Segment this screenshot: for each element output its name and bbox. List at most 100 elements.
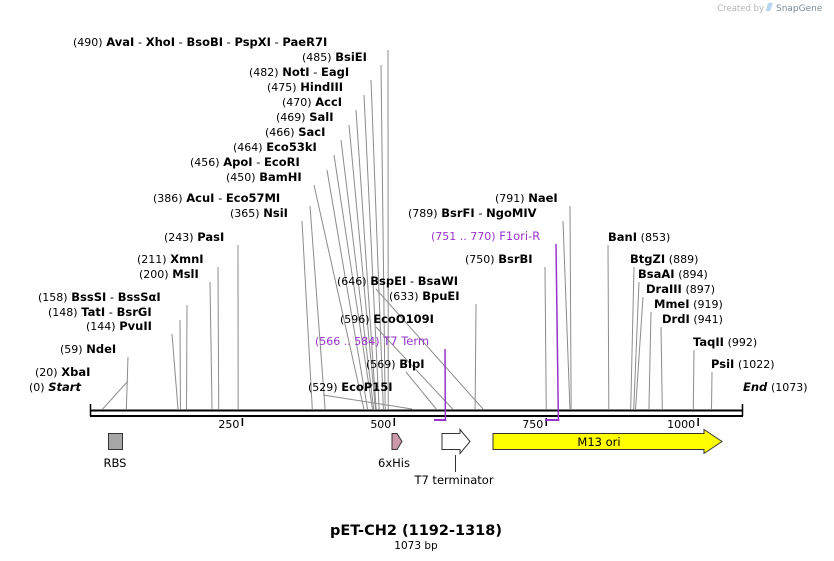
leader-line: [635, 296, 644, 410]
site-position: (894): [678, 268, 708, 281]
site-separator: -: [134, 35, 145, 49]
enzyme-name: NsiI: [263, 206, 288, 220]
site-label: (569) BlpI: [366, 357, 424, 371]
primer-leader: [555, 243, 560, 421]
enzyme-name: BssSI: [71, 290, 106, 304]
primer-name: T7 Term: [382, 334, 429, 348]
enzyme-name: TaqII: [693, 335, 724, 349]
leader-line: [544, 266, 547, 410]
site-label: (456) ApoI - EcoRI: [190, 155, 300, 169]
leader-line: [630, 266, 635, 410]
site-position: (464): [233, 141, 263, 154]
site-position: (596): [340, 313, 370, 326]
enzyme-name: BsaAI: [638, 267, 675, 281]
enzyme-name: HindIII: [300, 80, 343, 94]
enzyme-name: PvuII: [119, 319, 152, 333]
leader-line: [569, 205, 572, 410]
enzyme-name: PspXI: [234, 35, 270, 49]
ruler-tick-label: 250: [218, 418, 239, 431]
end-label: End (1073): [743, 380, 808, 394]
leader-line: [313, 184, 365, 410]
enzyme-name: BsaWI: [418, 274, 458, 288]
enzyme-name: DraIII: [646, 282, 682, 296]
site-label: (158) BssSI - BssSαI: [38, 290, 161, 304]
site-separator: -: [253, 155, 264, 169]
snapgene-logo-icon: [766, 3, 773, 11]
site-position: (469): [276, 111, 306, 124]
primer-label: (566 .. 584) T7 Term: [315, 334, 429, 348]
primer-range: (566 .. 584): [315, 335, 380, 348]
site-label: (646) BspEI - BsaWI: [337, 274, 458, 288]
leader-line: [660, 326, 663, 410]
enzyme-name: NaeI: [528, 191, 557, 205]
leader-line: [607, 244, 610, 410]
site-label: (464) Eco53kI: [233, 140, 317, 154]
site-label: (365) NsiI: [230, 206, 288, 220]
site-position: (569): [366, 358, 396, 371]
leader-line: [348, 124, 376, 410]
enzyme-name: EcoP15I: [341, 380, 392, 394]
enzyme-name: BsrGI: [117, 305, 152, 319]
site-position: (992): [728, 336, 758, 349]
enzyme-name: SalI: [309, 110, 333, 124]
site-label: (529) EcoP15I: [308, 380, 393, 394]
enzyme-name: TatI: [81, 305, 105, 319]
site-separator: -: [214, 191, 225, 205]
enzyme-name: AccI: [315, 95, 342, 109]
site-label: MmeI (919): [654, 297, 723, 311]
site-label: BanI (853): [608, 230, 670, 244]
enzyme-name: DrdI: [662, 312, 690, 326]
site-position: (466): [265, 126, 295, 139]
feature-rbs-box: [108, 433, 123, 450]
enzyme-name: EcoRI: [264, 155, 300, 169]
site-separator: -: [223, 35, 234, 49]
enzyme-name: ApoI: [223, 155, 252, 169]
leader-line: [562, 220, 571, 410]
enzyme-name: AcuI: [186, 191, 214, 205]
site-position: (365): [230, 207, 260, 220]
enzyme-name: MmeI: [654, 297, 690, 311]
site-position: (20): [35, 366, 58, 379]
dna-backbone: [89, 404, 744, 417]
site-position: (148): [48, 306, 78, 319]
watermark-prefix: Created by: [717, 4, 764, 14]
enzyme-name: XhoI: [146, 35, 175, 49]
site-label: (789) BsrFI - NgoMIV: [408, 206, 537, 220]
leader-line: [309, 205, 326, 410]
enzyme-name: BamHI: [259, 170, 301, 184]
leader-line: [125, 356, 129, 410]
site-position: (791): [495, 192, 525, 205]
leader-line: [633, 281, 640, 410]
end-name: End: [743, 380, 768, 394]
enzyme-name: BanI: [608, 230, 637, 244]
site-label: BsaAI (894): [638, 267, 708, 281]
site-label: (469) SalI: [276, 110, 334, 124]
leader-line: [405, 371, 437, 410]
site-position: (1022): [738, 358, 775, 371]
enzyme-name: BsrBI: [498, 252, 532, 266]
feature-t7-terminator-arrow: [441, 428, 471, 455]
site-separator: -: [475, 206, 486, 220]
enzyme-name: BtgZI: [630, 252, 665, 266]
leader-line: [380, 64, 386, 410]
site-position: (158): [38, 291, 68, 304]
site-separator: -: [271, 35, 282, 49]
enzyme-name: MslI: [172, 267, 199, 281]
enzyme-name: BsiEI: [335, 50, 367, 64]
leader-line: [474, 303, 477, 410]
site-label: (470) AccI: [282, 95, 342, 109]
enzyme-name: NgoMIV: [486, 206, 536, 220]
end-position: (1073): [771, 381, 808, 394]
feature-label: T7 terminator: [413, 473, 493, 487]
site-label: (750) BsrBI: [465, 252, 533, 266]
primer-range: (751 .. 770): [431, 230, 496, 243]
site-label: DrdI (941): [662, 312, 723, 326]
site-position: (386): [153, 192, 183, 205]
start-name: Start: [48, 380, 81, 394]
enzyme-name: Eco53kI: [266, 140, 317, 154]
enzyme-name: Eco57MI: [226, 191, 280, 205]
site-labels: (20) XbaI (59) NdeI (144) PvuII(148) TatI …: [29, 35, 808, 394]
site-label: (59) NdeI: [60, 342, 116, 356]
enzyme-name: PaeR7I: [282, 35, 327, 49]
